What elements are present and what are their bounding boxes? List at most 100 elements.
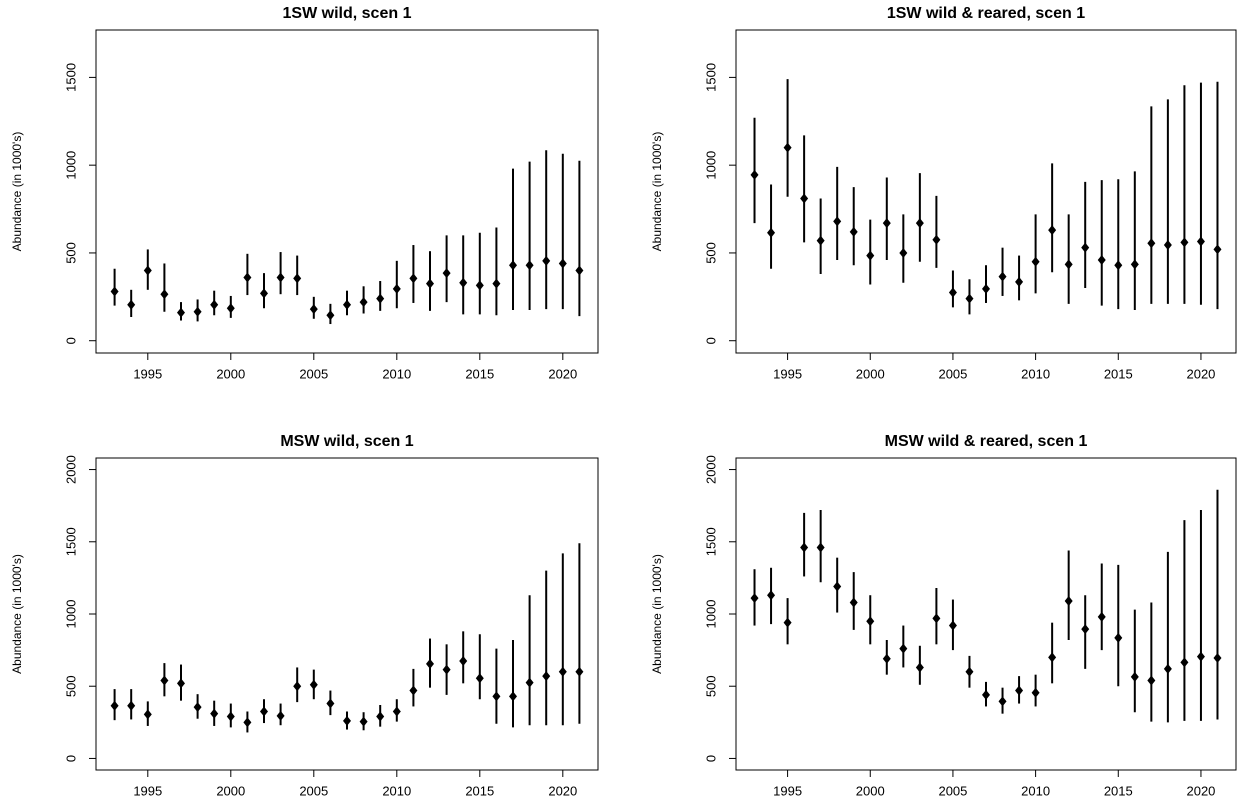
x-tick-label: 2015 (1104, 783, 1133, 798)
x-tick-label: 2015 (465, 783, 494, 798)
point (575, 265, 584, 276)
point (459, 277, 468, 288)
point (276, 272, 285, 283)
point (1064, 596, 1073, 606)
x-tick-label: 2005 (938, 783, 967, 798)
point (866, 616, 875, 627)
panel-title: MSW wild & reared, scen 1 (885, 433, 1088, 450)
y-tick-label: 1500 (63, 527, 78, 556)
point (965, 666, 974, 677)
point (899, 247, 908, 258)
point (160, 289, 169, 300)
point (866, 250, 875, 261)
point (982, 283, 990, 294)
point (143, 709, 152, 720)
point (932, 234, 941, 245)
point (1015, 685, 1024, 696)
point (409, 685, 418, 696)
x-tick-label: 2015 (1104, 366, 1133, 381)
point (492, 691, 501, 702)
y-tick-label: 500 (63, 675, 78, 697)
x-tick-label: 2010 (1021, 366, 1050, 381)
point (525, 260, 534, 271)
point (243, 272, 252, 283)
x-tick-label: 2020 (548, 783, 577, 798)
panel-title: 1SW wild, scen 1 (283, 5, 412, 22)
point (1196, 236, 1205, 247)
point (1213, 244, 1222, 255)
point (816, 542, 825, 553)
point (442, 664, 451, 675)
point (210, 299, 219, 310)
point (816, 235, 825, 246)
point (767, 227, 776, 238)
point (948, 620, 957, 631)
y-tick-label: 1500 (703, 63, 718, 92)
point (143, 265, 152, 276)
point (343, 715, 351, 726)
point (426, 278, 435, 289)
y-tick-label: 1000 (703, 600, 718, 629)
y-axis-label: Abundance (in 1000's) (650, 554, 664, 674)
point (226, 303, 235, 314)
point (259, 288, 268, 299)
point (882, 653, 891, 664)
x-tick-label: 2000 (216, 783, 245, 798)
point (833, 581, 842, 592)
point (1163, 663, 1172, 674)
x-tick-label: 1995 (773, 366, 802, 381)
point (915, 218, 924, 229)
x-tick-label: 1995 (133, 783, 162, 798)
x-tick-label: 1995 (133, 366, 162, 381)
point (359, 716, 368, 727)
point (1196, 651, 1205, 662)
x-tick-label: 2000 (856, 783, 885, 798)
panel-title: 1SW wild & reared, scen 1 (887, 5, 1085, 22)
point (750, 169, 759, 180)
point (392, 706, 401, 717)
x-tick-label: 2000 (856, 366, 885, 381)
point (1163, 240, 1172, 251)
point (326, 698, 335, 709)
x-tick-label: 2005 (938, 366, 967, 381)
point (882, 218, 891, 229)
point (293, 681, 302, 692)
point (376, 711, 385, 722)
point (459, 655, 468, 666)
point (998, 696, 1007, 707)
point (1081, 624, 1090, 635)
point (1180, 657, 1189, 668)
y-axis-label: Abundance (in 1000's) (10, 554, 24, 674)
y-axis-label: Abundance (in 1000's) (650, 132, 664, 252)
point (1015, 276, 1024, 287)
point (343, 299, 351, 310)
point (965, 293, 974, 304)
x-tick-label: 2010 (382, 783, 411, 798)
point (1048, 652, 1057, 663)
point (509, 260, 518, 271)
point (800, 193, 809, 204)
point (767, 590, 776, 601)
point (376, 293, 385, 304)
point (542, 671, 551, 682)
point (1147, 675, 1156, 686)
point (1031, 687, 1040, 698)
point (750, 593, 759, 604)
point (475, 280, 484, 291)
x-tick-label: 2020 (1186, 783, 1215, 798)
y-tick-label: 500 (703, 675, 718, 697)
point (525, 677, 534, 688)
point (127, 299, 136, 310)
point (915, 662, 924, 673)
point (783, 617, 792, 628)
point (800, 542, 809, 553)
point (110, 286, 119, 297)
point (899, 643, 908, 654)
point (110, 700, 119, 711)
point (442, 268, 451, 279)
point (1064, 259, 1073, 270)
panel-title: MSW wild, scen 1 (280, 433, 413, 450)
point (982, 689, 990, 700)
point (426, 658, 435, 669)
